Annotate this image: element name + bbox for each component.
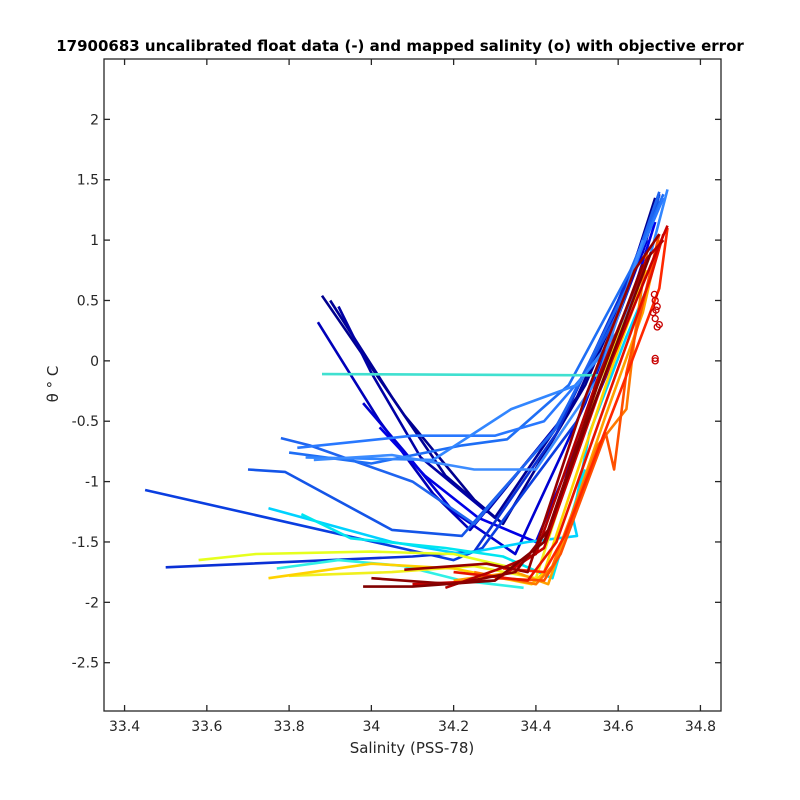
series-line-11: [288, 193, 665, 465]
y-tick-label: 1.5: [77, 173, 99, 189]
series-line-15: [321, 372, 598, 377]
series-line-28: [444, 239, 665, 590]
x-tick-label: 33.8: [274, 719, 305, 735]
series-line-21: [268, 269, 649, 586]
x-axis-label: Salinity (PSS-78): [350, 739, 475, 757]
y-axis-ticks: 2 1.5 1 0.5 0 -0.5 -1 -1.5 -2 -2.5: [72, 112, 721, 672]
x-tick-label: 34.2: [438, 719, 469, 735]
x-tick-label: 33.6: [191, 719, 222, 735]
chart-title: 17900683 uncalibrated float data (-) and…: [56, 37, 744, 55]
mapped-salinity-marker: [651, 314, 659, 323]
y-tick-label: -1: [85, 475, 99, 491]
y-tick-label: 2: [90, 112, 99, 128]
y-tick-label: 0.5: [77, 293, 99, 309]
series-line-29: [404, 233, 661, 574]
y-tick-label: 0: [90, 354, 99, 370]
x-tick-label: 34.6: [603, 719, 634, 735]
series-line-12: [297, 197, 665, 450]
series-line-30: [363, 251, 653, 588]
y-tick-label: -2.5: [72, 656, 99, 672]
mapped-salinity-marker: [652, 306, 660, 314]
x-tick-label: 33.4: [109, 719, 140, 735]
series-line-25: [502, 227, 669, 574]
x-tick-label: 34: [362, 719, 380, 735]
marker-layer: [649, 290, 663, 365]
x-tick-label: 34.8: [685, 719, 716, 735]
series-line-26: [453, 233, 665, 582]
series-line-31: [371, 263, 645, 586]
y-axis-label: θ ° C: [44, 366, 62, 403]
series-line-19: [198, 550, 516, 570]
mapped-salinity-marker: [653, 302, 661, 311]
mapped-salinity-marker: [653, 323, 661, 331]
mapped-salinity-marker: [651, 354, 659, 363]
x-axis-ticks: 33.4 33.6 33.8 34 34.2 34.4 34.6 34.8: [109, 59, 716, 735]
y-tick-label: -1.5: [72, 535, 99, 551]
series-line-14: [313, 239, 645, 471]
mapped-salinity-marker: [650, 290, 659, 299]
mapped-salinity-marker: [651, 357, 659, 365]
x-tick-label: 34.4: [520, 719, 551, 735]
series-layer: [144, 189, 669, 590]
y-tick-label: -0.5: [72, 414, 99, 430]
plot-frame: [103, 58, 722, 712]
y-tick-label: -2: [85, 595, 99, 611]
y-tick-label: 1: [90, 233, 99, 249]
series-line-8: [165, 201, 661, 569]
